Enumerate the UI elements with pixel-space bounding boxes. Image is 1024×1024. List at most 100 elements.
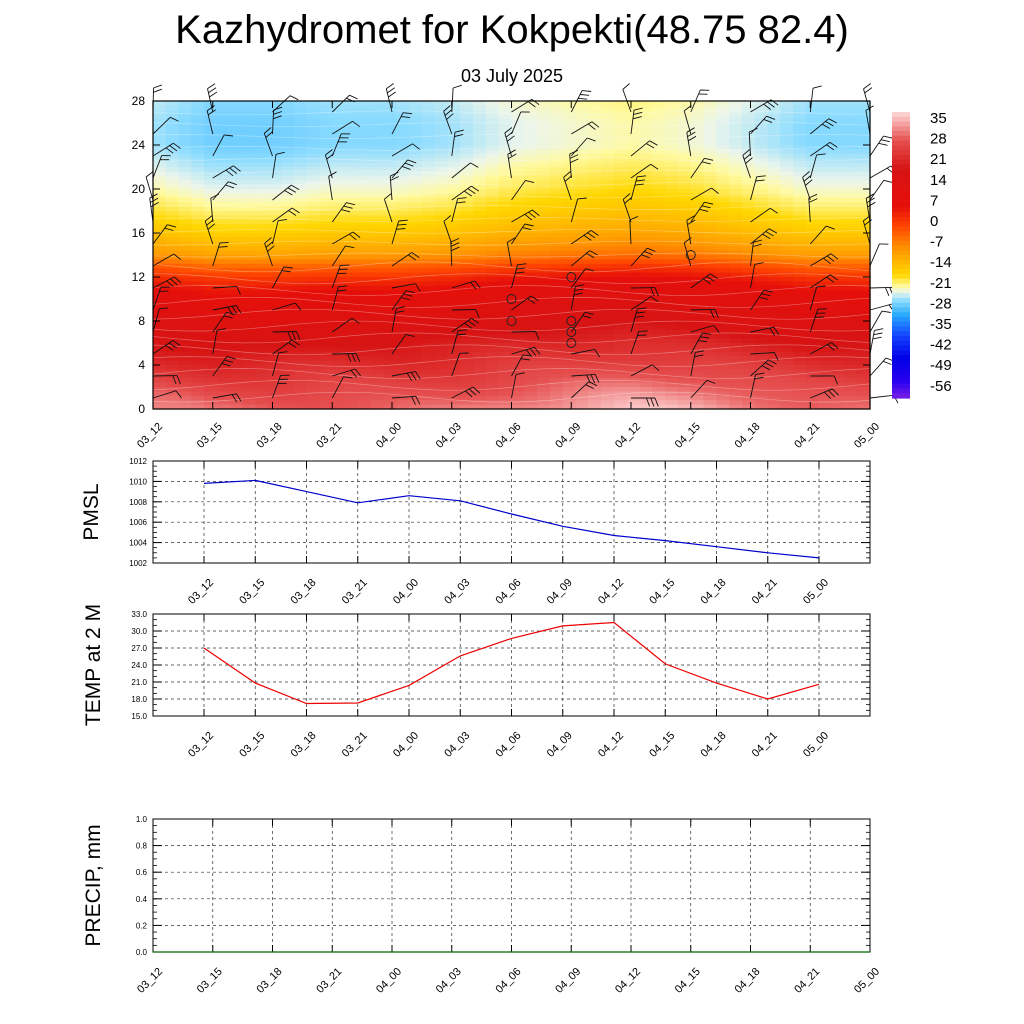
heatmap-cell [473,167,487,172]
heatmap-cell [741,101,756,106]
heatmap-cell [690,149,705,155]
heatmap-cell [639,400,653,406]
wind-barb-flag [709,309,715,318]
heatmap-cell [805,241,820,247]
heatmap-cell [575,153,589,159]
heatmap-cell [831,351,845,357]
heatmap-cell [588,237,602,243]
heatmap-cell [319,224,333,230]
heatmap-cell [831,321,845,326]
heatmap-cell [754,184,769,190]
heatmap-cell [703,255,717,260]
heatmap-cell [319,162,333,168]
heatmap-cell [511,365,525,370]
heatmap-cell [396,158,410,164]
wind-barb-flag [517,263,527,266]
heatmap-cell [383,211,397,216]
heatmap-cell [703,373,717,379]
heatmap-cell [421,255,436,260]
heatmap-cell [665,149,679,155]
heatmap-cell [844,391,858,397]
heatmap-cell [767,334,781,340]
wind-barb-flag [564,175,573,182]
wind-barb-flag [754,262,764,265]
wind-barb-shaft [869,310,883,333]
heatmap-cell [383,356,397,362]
heatmap-cell [204,343,218,348]
heatmap-cell [601,316,615,322]
heatmap-cell [831,162,845,168]
heatmap-cell [780,360,794,366]
heatmap-cell [293,114,308,120]
heatmap-cell [345,241,359,247]
heatmap-cell [165,263,180,269]
heatmap-cell [165,285,180,291]
heatmap-cell [319,387,333,392]
heatmap-cell [332,272,346,278]
heatmap-cell [293,189,308,194]
heatmap-cell [537,343,551,348]
wind-barb-flag [812,85,822,89]
heatmap-cell [665,228,679,234]
heatmap-cell [562,334,577,340]
heatmap-cell [511,219,525,225]
heatmap-cell [268,378,282,384]
heatmap-cell [665,123,679,128]
heatmap-cell [818,197,833,203]
heatmap-cell [601,263,615,269]
heatmap-cell [613,268,628,274]
heatmap-cell [844,272,858,278]
heatmap-cell [703,343,717,348]
heatmap-cell [345,259,359,265]
heatmap-cell [562,140,577,146]
heatmap-cell [677,153,692,159]
heatmap-cell [191,382,205,388]
heatmap-cell [588,373,602,379]
colorbar-swatch [892,312,910,318]
heatmap-cell [601,303,615,309]
heatmap-cell [153,197,167,203]
heatmap-cell [293,351,308,357]
heatmap-cell [383,338,397,344]
heatmap-cell [652,382,666,388]
heatmap-cell [805,246,820,252]
heatmap-cell [639,356,653,362]
heatmap-cell [793,272,807,278]
wind-barb [152,224,177,245]
heatmap-cell [383,158,397,164]
heatmap-cell [498,136,513,142]
heatmap-cell [178,184,193,190]
heatmap-cell [588,263,602,269]
heatmap-cell [281,184,295,190]
heatmap-cell [396,281,410,287]
heatmap-cell [268,237,282,243]
heatmap-cell [677,277,692,282]
wind-barb [152,142,181,157]
heatmap-cell [575,180,589,186]
heatmap-cell [639,149,653,155]
heatmap-cell [460,365,474,370]
heatmap-cell [652,356,666,362]
heatmap-cell [613,101,628,106]
heatmap-cell [754,277,769,282]
heatmap-cell [818,211,833,216]
heatmap-cell [857,184,871,190]
heatmap-cell [370,369,385,375]
heatmap-cell [652,391,666,397]
heatmap-cell [485,395,500,401]
heatmap-cell [242,215,257,221]
heatmap-cell [626,360,641,366]
heatmap-cell [370,277,385,282]
heatmap-cell [703,404,717,410]
heatmap-cell [370,285,385,291]
heatmap-cell [729,158,743,164]
heatmap-cell [191,202,205,208]
wind-barb [750,115,776,135]
heatmap-cell [281,259,295,265]
wind-barb-shaft [451,353,461,377]
heatmap-cell [844,215,858,221]
heatmap-cell [741,365,756,370]
heatmap-cell [191,259,205,265]
colorbar-swatch [892,178,910,185]
heatmap-cell [767,351,781,357]
